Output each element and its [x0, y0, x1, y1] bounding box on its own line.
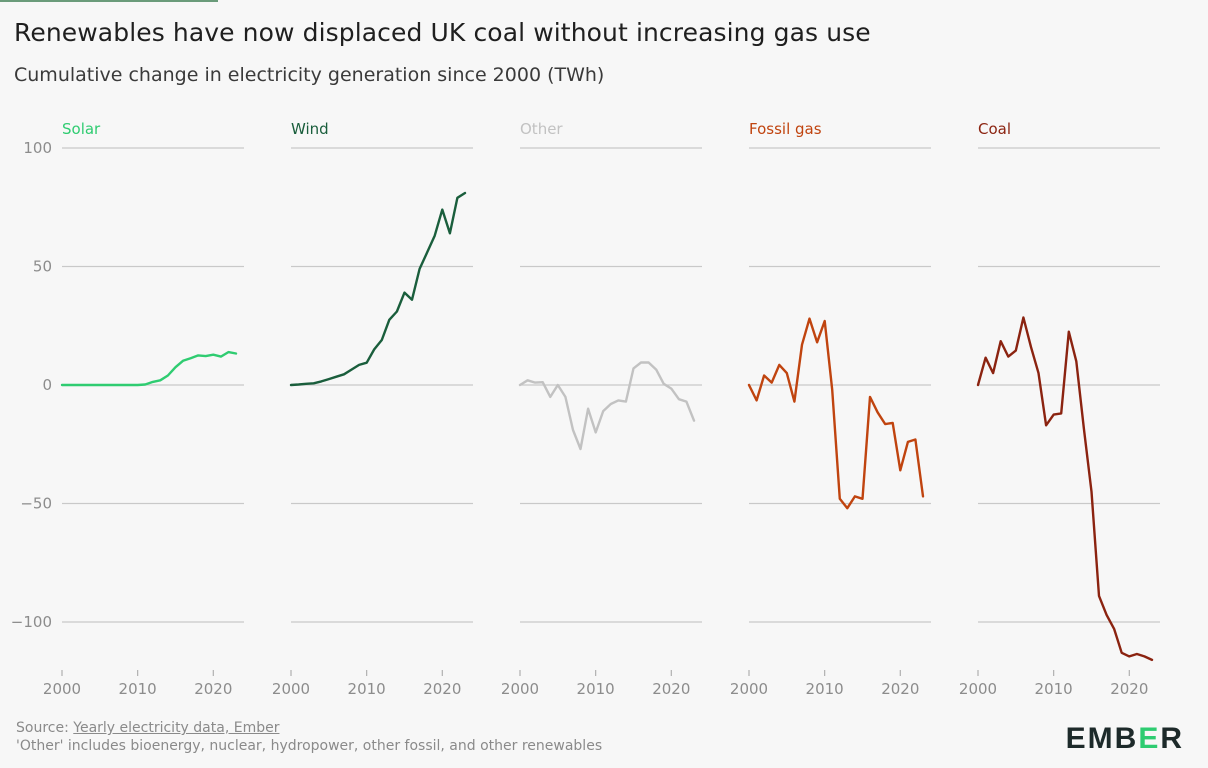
- source-link[interactable]: Yearly electricity data, Ember: [73, 720, 280, 736]
- logo-text-right: R: [1160, 722, 1184, 755]
- chart-footer: Source: Yearly electricity data, Ember '…: [16, 719, 602, 755]
- panel-label: Solar: [62, 120, 101, 138]
- x-tick-label: 2000: [959, 680, 997, 698]
- x-tick-label: 2020: [881, 680, 919, 698]
- x-tick-label: 2000: [501, 680, 539, 698]
- x-tick-label: 2010: [348, 680, 386, 698]
- footnote: 'Other' includes bioenergy, nuclear, hyd…: [16, 738, 603, 754]
- x-tick-label: 2010: [1035, 680, 1073, 698]
- series-line: [747, 317, 925, 510]
- x-tick-label: 2020: [423, 680, 461, 698]
- ember-logo: EMBER: [1066, 722, 1184, 756]
- y-tick-label: −50: [20, 495, 52, 513]
- series-line: [60, 350, 238, 387]
- source-prefix: Source:: [16, 720, 74, 736]
- y-tick-label: 0: [42, 376, 52, 394]
- x-tick-label: 2020: [194, 680, 232, 698]
- panel-label: Other: [520, 120, 563, 138]
- small-multiples-chart: 100 50 0 −50 −100 Solar 2000 2010 2020 Wind 2000 20…: [11, 120, 1160, 698]
- x-tick-label: 2010: [806, 680, 844, 698]
- x-tick-label: 2000: [730, 680, 768, 698]
- panel-label: Fossil gas: [749, 120, 822, 138]
- series-line: [976, 316, 1154, 662]
- logo-text-mid: E: [1138, 722, 1161, 755]
- y-tick-label: 100: [23, 139, 52, 157]
- chart-subtitle: Cumulative change in electricity generat…: [14, 64, 605, 86]
- chart-title: Renewables have now displaced UK coal wi…: [14, 18, 871, 47]
- top-accent-bar: [0, 0, 218, 2]
- x-tick-label: 2000: [43, 680, 81, 698]
- logo-text-left: EMB: [1065, 722, 1139, 755]
- series-line: [289, 191, 467, 387]
- x-tick-label: 2000: [272, 680, 310, 698]
- x-tick-label: 2010: [577, 680, 615, 698]
- source-line: Source: Yearly electricity data, Ember: [16, 719, 602, 737]
- y-tick-label: 50: [33, 258, 52, 276]
- x-tick-label: 2020: [1110, 680, 1148, 698]
- x-tick-label: 2020: [652, 680, 690, 698]
- panel-label: Wind: [291, 120, 329, 138]
- y-tick-label: −100: [11, 613, 52, 631]
- x-tick-label: 2010: [119, 680, 157, 698]
- series-line: [518, 361, 696, 451]
- panel-label: Coal: [978, 120, 1011, 138]
